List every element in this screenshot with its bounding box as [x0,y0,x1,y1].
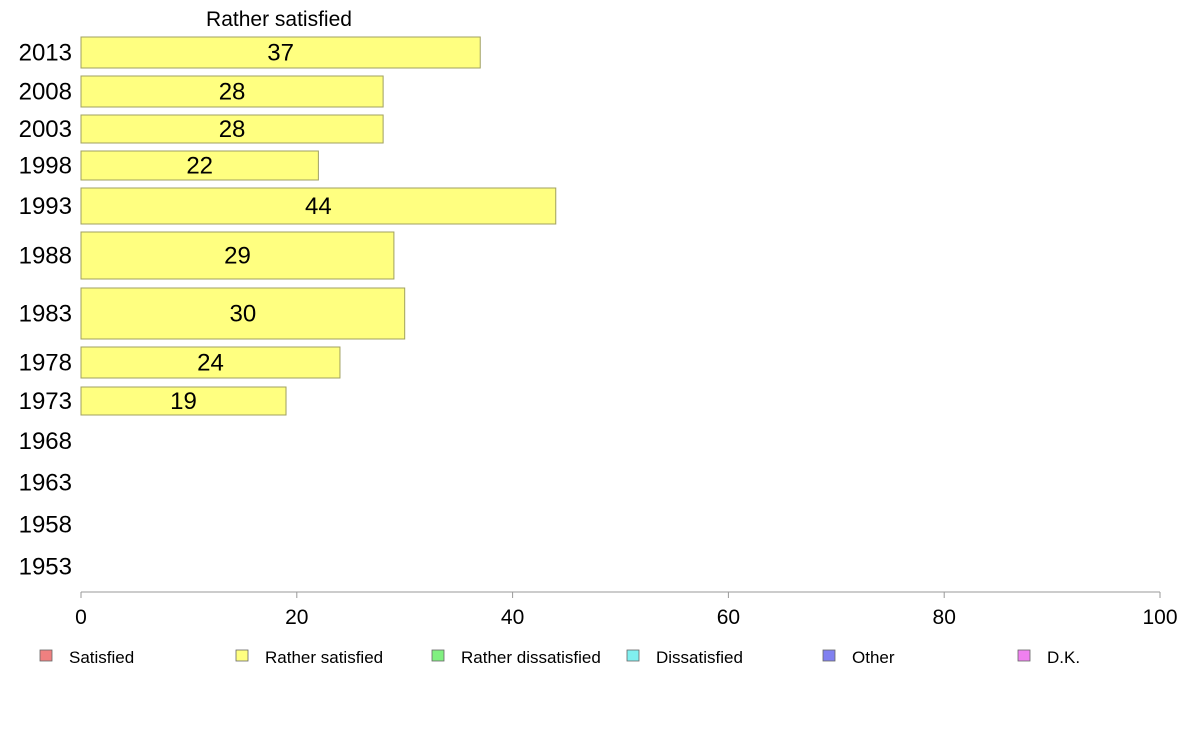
legend-label-3: Dissatisfied [656,648,743,667]
x-tick-label-100: 100 [1142,606,1177,629]
legend-swatch-3 [626,649,640,662]
data-label-1973: 19 [170,388,197,415]
legend-label-1: Rather satisfied [265,648,383,667]
y-tick-label-1973: 1973 [19,388,72,415]
bar-1983 [80,287,406,340]
legend-label-0: Satisfied [69,648,134,667]
x-tick-label-20: 20 [285,606,308,629]
x-tick-label-60: 60 [717,606,740,629]
y-tick-label-1958: 1958 [19,512,72,539]
legend-swatch-1 [235,649,249,662]
legend-label-5: D.K. [1047,648,1080,667]
data-label-1978: 24 [197,350,224,377]
chart-title: Rather satisfied [206,8,352,31]
bar-2003 [80,114,384,144]
y-tick-label-1988: 1988 [19,243,72,270]
y-tick-label-2008: 2008 [19,79,72,106]
y-tick-label-2013: 2013 [19,40,72,67]
data-label-1993: 44 [305,193,332,220]
data-label-1988: 29 [224,243,251,270]
bar-2013 [80,36,481,69]
bar-1973 [80,386,287,416]
legend-swatch-2 [431,649,445,662]
x-tick-label-40: 40 [501,606,524,629]
y-tick-label-2003: 2003 [19,116,72,143]
x-tick-label-0: 0 [75,606,87,629]
legend-swatch-5 [1017,649,1031,662]
y-tick-label-1993: 1993 [19,193,72,220]
legend: Satisfied Rather satisfied Rather dissatis… [39,648,1080,667]
y-tick-label-1998: 1998 [19,153,72,180]
data-label-1998: 22 [186,153,213,180]
y-tick-label-1953: 1953 [19,554,72,581]
bar-1998 [80,150,319,181]
y-tick-label-1978: 1978 [19,350,72,377]
y-axis-labels: 2013 2008 2003 1998 1993 1988 1983 1978 1973 1968… [19,40,72,581]
data-label-2008: 28 [219,79,246,106]
bar-1993 [80,187,557,225]
legend-label-2: Rather dissatisfied [461,648,601,667]
y-tick-label-1983: 1983 [19,301,72,328]
legend-swatch-4 [822,649,836,662]
bar-2008 [80,75,384,108]
bar-1988 [80,231,395,280]
legend-label-4: Other [852,648,895,667]
y-tick-label-1963: 1963 [19,470,72,497]
bar-1978 [80,346,341,379]
data-label-2013: 37 [267,40,294,67]
x-tick-label-80: 80 [933,606,956,629]
legend-swatch-0 [39,649,53,662]
data-label-1983: 30 [229,301,256,328]
y-tick-label-1968: 1968 [19,428,72,455]
data-label-2003: 28 [219,116,246,143]
x-axis: 0 20 40 60 80 100 [75,591,1178,629]
